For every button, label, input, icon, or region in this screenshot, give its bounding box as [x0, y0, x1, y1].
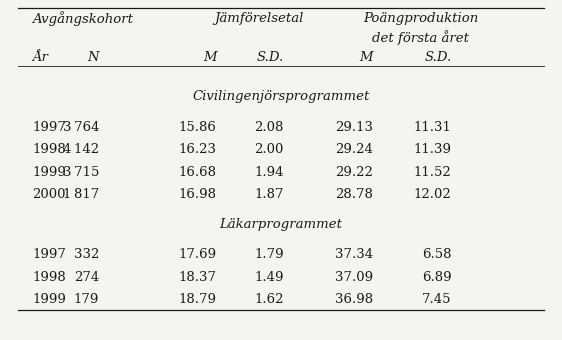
Text: 29.13: 29.13	[336, 121, 373, 134]
Text: 1998: 1998	[32, 271, 66, 284]
Text: Jämförelsetal: Jämförelsetal	[214, 12, 303, 24]
Text: 15.86: 15.86	[179, 121, 217, 134]
Text: 7.45: 7.45	[422, 293, 451, 306]
Text: 2.00: 2.00	[255, 143, 284, 156]
Text: 332: 332	[74, 248, 99, 261]
Text: 18.79: 18.79	[179, 293, 217, 306]
Text: Poängproduktion: Poängproduktion	[363, 12, 478, 24]
Text: 37.34: 37.34	[335, 248, 373, 261]
Text: S.D.: S.D.	[256, 51, 284, 64]
Text: 1998: 1998	[32, 143, 66, 156]
Text: 11.31: 11.31	[414, 121, 451, 134]
Text: 1997: 1997	[32, 248, 66, 261]
Text: Läkarprogrammet: Läkarprogrammet	[220, 218, 342, 231]
Text: 16.23: 16.23	[179, 143, 217, 156]
Text: 1999: 1999	[32, 166, 66, 179]
Text: 11.52: 11.52	[414, 166, 451, 179]
Text: År: År	[32, 51, 48, 64]
Text: 6.89: 6.89	[422, 271, 451, 284]
Text: N: N	[88, 51, 99, 64]
Text: 28.78: 28.78	[336, 188, 373, 201]
Text: 16.68: 16.68	[179, 166, 217, 179]
Text: 11.39: 11.39	[414, 143, 451, 156]
Text: 29.24: 29.24	[336, 143, 373, 156]
Text: 1.62: 1.62	[254, 293, 284, 306]
Text: M: M	[203, 51, 217, 64]
Text: 2000: 2000	[32, 188, 66, 201]
Text: 179: 179	[74, 293, 99, 306]
Text: Avgångskohort: Avgångskohort	[32, 12, 133, 27]
Text: 17.69: 17.69	[179, 248, 217, 261]
Text: 6.58: 6.58	[422, 248, 451, 261]
Text: 29.22: 29.22	[336, 166, 373, 179]
Text: 16.98: 16.98	[179, 188, 217, 201]
Text: 37.09: 37.09	[335, 271, 373, 284]
Text: 2.08: 2.08	[255, 121, 284, 134]
Text: 36.98: 36.98	[335, 293, 373, 306]
Text: 274: 274	[74, 271, 99, 284]
Text: 1.87: 1.87	[254, 188, 284, 201]
Text: 1 817: 1 817	[63, 188, 99, 201]
Text: 4 142: 4 142	[63, 143, 99, 156]
Text: S.D.: S.D.	[424, 51, 451, 64]
Text: 1.79: 1.79	[254, 248, 284, 261]
Text: Civilingenjörsprogrammet: Civilingenjörsprogrammet	[192, 90, 370, 103]
Text: det första året: det första året	[372, 30, 469, 45]
Text: 12.02: 12.02	[414, 188, 451, 201]
Text: 3 764: 3 764	[63, 121, 99, 134]
Text: 1997: 1997	[32, 121, 66, 134]
Text: M: M	[360, 51, 373, 64]
Text: 18.37: 18.37	[179, 271, 217, 284]
Text: 1999: 1999	[32, 293, 66, 306]
Text: 3 715: 3 715	[63, 166, 99, 179]
Text: 1.49: 1.49	[254, 271, 284, 284]
Text: 1.94: 1.94	[254, 166, 284, 179]
